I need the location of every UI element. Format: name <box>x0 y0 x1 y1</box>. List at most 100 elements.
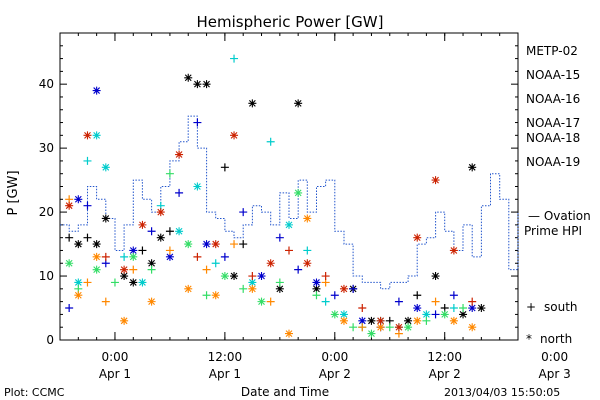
point-noaa-18-north <box>303 214 312 223</box>
y-tick-label: 40 <box>39 77 54 91</box>
point-noaa-18-north <box>92 252 101 261</box>
point-metp-02-south <box>413 291 422 300</box>
point-noaa-19-south <box>193 252 202 261</box>
y-tick-label: 20 <box>39 205 54 219</box>
point-metp-02-north <box>431 272 440 281</box>
point-noaa-15-south <box>65 304 74 313</box>
point-noaa-17-north <box>294 188 303 197</box>
point-noaa-16-south <box>83 156 92 165</box>
point-noaa-16-south <box>211 259 220 268</box>
point-noaa-18-north <box>248 284 257 293</box>
point-noaa-16-north <box>74 278 83 287</box>
point-noaa-18-south <box>202 265 211 274</box>
point-noaa-15-south <box>193 118 202 127</box>
point-noaa-17-south <box>459 304 468 313</box>
legend-item-metp-02: METP-02 <box>526 44 578 58</box>
point-metp-02-north <box>312 284 321 293</box>
point-noaa-17-south <box>165 169 174 178</box>
north-marker-label: north <box>540 332 572 346</box>
point-noaa-16-south <box>321 297 330 306</box>
point-metp-02-north <box>184 73 193 82</box>
point-noaa-19-north <box>339 284 348 293</box>
point-noaa-18-north <box>147 297 156 306</box>
point-metp-02-north <box>230 272 239 281</box>
point-metp-02-north <box>202 80 211 89</box>
point-noaa-17-south <box>110 278 119 287</box>
legend: METP-02 NOAA-15 NOAA-16 NOAA-17 NOAA-18 … <box>526 44 580 169</box>
point-noaa-19-south <box>248 272 257 281</box>
point-noaa-19-north <box>120 265 129 274</box>
point-noaa-18-north <box>468 323 477 332</box>
legend-item-noaa-18: NOAA-18 <box>526 131 580 145</box>
point-metp-02-north <box>129 278 138 287</box>
point-noaa-17-south <box>202 291 211 300</box>
legend-item-noaa-16: NOAA-16 <box>526 92 580 106</box>
point-noaa-16-north <box>339 310 348 319</box>
point-metp-02-north <box>74 240 83 249</box>
point-metp-02-north <box>468 163 477 172</box>
x-tick-time-label: 0:00 <box>321 350 348 364</box>
point-noaa-17-north <box>257 297 266 306</box>
point-noaa-16-south <box>303 246 312 255</box>
point-noaa-19-north <box>376 316 385 325</box>
point-noaa-16-north <box>101 163 110 172</box>
point-noaa-15-south <box>294 265 303 274</box>
point-noaa-16-north <box>422 310 431 319</box>
point-noaa-18-south <box>129 265 138 274</box>
x-tick-time-label: 12:00 <box>427 350 462 364</box>
point-metp-02-north <box>367 316 376 325</box>
point-noaa-18-south <box>101 297 110 306</box>
point-noaa-18-north <box>413 316 422 325</box>
north-marker-symbol: * <box>526 332 532 346</box>
point-metp-02-south <box>65 233 74 242</box>
point-metp-02-north <box>248 99 257 108</box>
point-noaa-19-north <box>156 208 165 217</box>
point-noaa-16-south <box>230 54 239 63</box>
point-noaa-16-north <box>285 220 293 229</box>
point-noaa-19-north <box>138 220 147 229</box>
x-axis-label: Date and Time <box>241 385 329 399</box>
point-metp-02-south <box>138 246 147 255</box>
point-noaa-16-north <box>138 278 147 287</box>
point-noaa-15-south <box>431 310 440 319</box>
south-marker-symbol: + <box>526 300 536 314</box>
point-noaa-19-south <box>285 246 293 255</box>
point-noaa-17-north <box>330 310 339 319</box>
point-noaa-15-south <box>239 208 248 217</box>
point-noaa-16-south <box>266 137 275 146</box>
point-noaa-18-south <box>165 246 174 255</box>
point-noaa-17-north <box>92 265 101 274</box>
point-noaa-15-north <box>202 240 211 249</box>
point-noaa-17-north <box>367 329 376 338</box>
point-noaa-18-south <box>83 278 92 287</box>
point-noaa-19-north <box>266 259 275 268</box>
point-noaa-16-south <box>449 304 458 313</box>
point-metp-02-north <box>477 304 486 313</box>
point-noaa-18-north <box>376 323 385 332</box>
x-tick-date-label: Apr 2 <box>429 367 461 381</box>
point-noaa-18-south <box>431 297 440 306</box>
point-noaa-18-north <box>449 316 458 325</box>
point-noaa-18-south <box>230 240 239 249</box>
point-noaa-16-north <box>248 278 257 287</box>
point-metp-02-south <box>165 227 174 236</box>
point-noaa-15-north <box>468 304 477 313</box>
point-noaa-17-north <box>220 272 229 281</box>
legend-item-noaa-19: NOAA-19 <box>526 155 580 169</box>
point-noaa-18-north <box>285 329 293 338</box>
point-noaa-19-south <box>358 304 367 313</box>
point-noaa-19-south <box>101 252 110 261</box>
y-tick-label: 0 <box>46 333 54 347</box>
point-noaa-18-north <box>184 284 193 293</box>
point-noaa-17-south <box>147 265 156 274</box>
legend-item-noaa-17: NOAA-17 <box>526 116 580 130</box>
legend-item-noaa-15: NOAA-15 <box>526 68 580 82</box>
ovation-legend-line2: Prime HPI <box>524 224 582 238</box>
point-noaa-17-south <box>349 323 358 332</box>
point-metp-02-north <box>120 272 129 281</box>
point-noaa-15-north <box>129 246 138 255</box>
point-noaa-15-south <box>275 233 284 242</box>
ovation-legend-line1: — Ovation <box>528 209 591 223</box>
footer-plot-source: Plot: CCMC <box>4 386 65 399</box>
